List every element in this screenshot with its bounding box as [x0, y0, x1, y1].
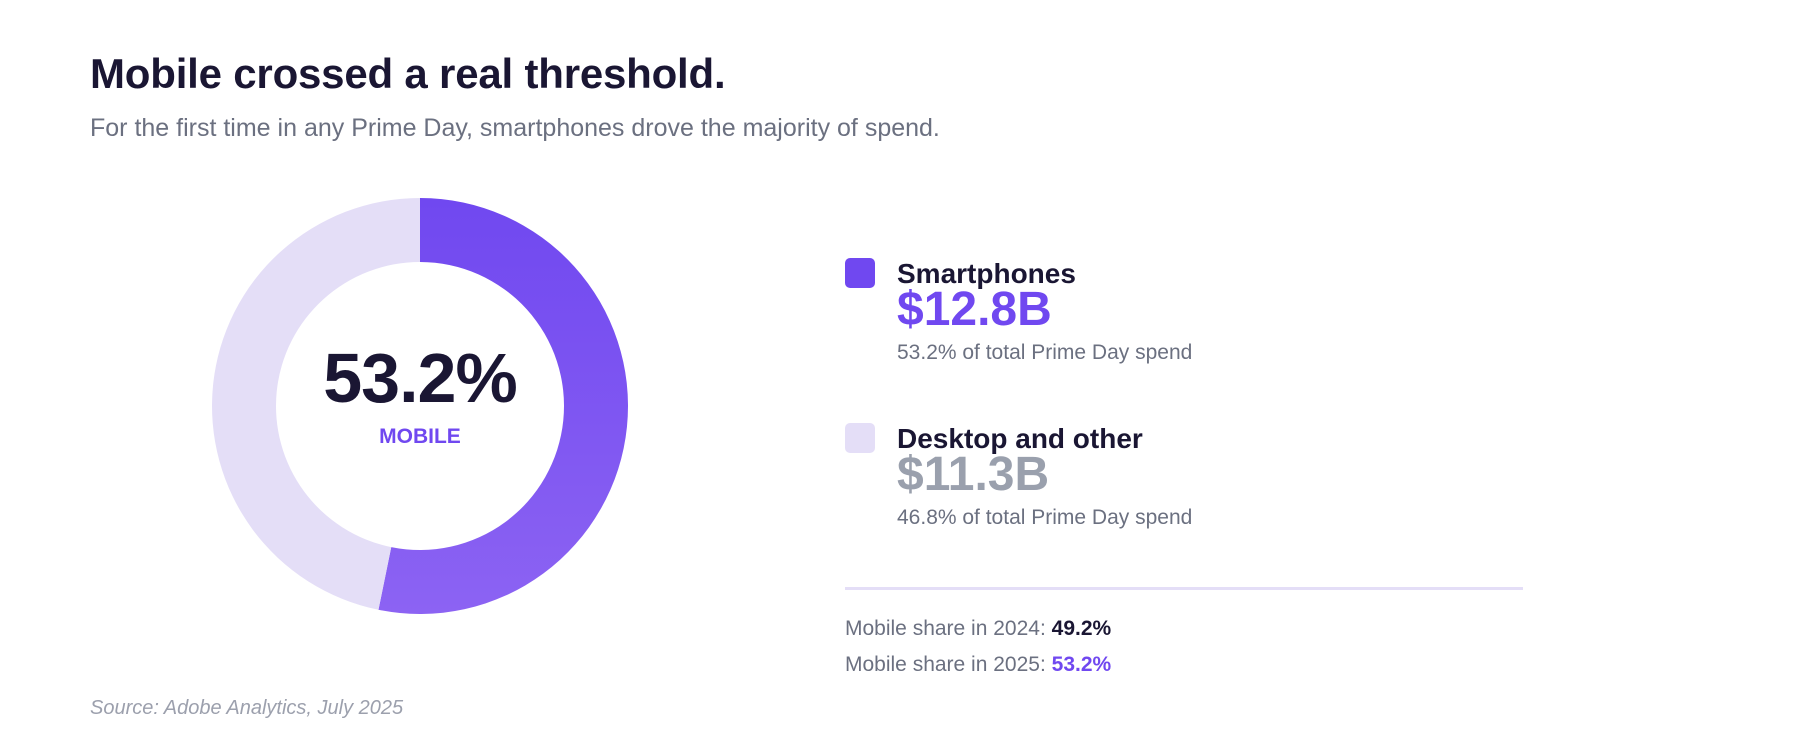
donut-slice-desktop-and-other	[212, 198, 420, 610]
donut-chart: 53.2% MOBILE	[212, 198, 628, 614]
legend-item-desktop: Desktop and other $11.3B 46.8% of total …	[845, 423, 1545, 543]
legend-swatch-smartphones	[845, 258, 875, 288]
share-label-2024: Mobile share in 2024:	[845, 617, 1046, 640]
share-label-2025: Mobile share in 2025:	[845, 653, 1046, 676]
center-value: 53.2%	[323, 339, 517, 417]
legend-note-desktop: 46.8% of total Prime Day spend	[897, 506, 1193, 529]
legend-name-smartphones: Smartphones	[897, 258, 1076, 289]
share-row-2025: Mobile share in 2025: 53.2%	[845, 653, 1111, 677]
divider	[845, 587, 1523, 590]
chart-title: Mobile crossed a real threshold.	[90, 50, 726, 97]
donut-slice-smartphones	[378, 198, 628, 614]
legend-item-smartphones: Smartphones $12.8B 53.2% of total Prime …	[845, 258, 1545, 378]
legend-value-smartphones: $12.8B	[897, 283, 1052, 336]
center-label: MOBILE	[379, 425, 461, 448]
legend-swatch-desktop	[845, 423, 875, 453]
donut-slices	[212, 198, 628, 614]
chart-subtitle: For the first time in any Prime Day, sma…	[90, 114, 940, 142]
share-value-2024: 49.2%	[1051, 617, 1112, 640]
legend-note-smartphones: 53.2% of total Prime Day spend	[897, 341, 1193, 364]
donut-svg	[212, 198, 628, 614]
share-value-2025: 53.2%	[1051, 653, 1112, 676]
source-note: Source: Adobe Analytics, July 2025	[90, 697, 404, 719]
legend-value-desktop: $11.3B	[897, 448, 1050, 501]
share-row-2024: Mobile share in 2024: 49.2%	[845, 617, 1111, 641]
legend-name-desktop: Desktop and other	[897, 423, 1143, 454]
